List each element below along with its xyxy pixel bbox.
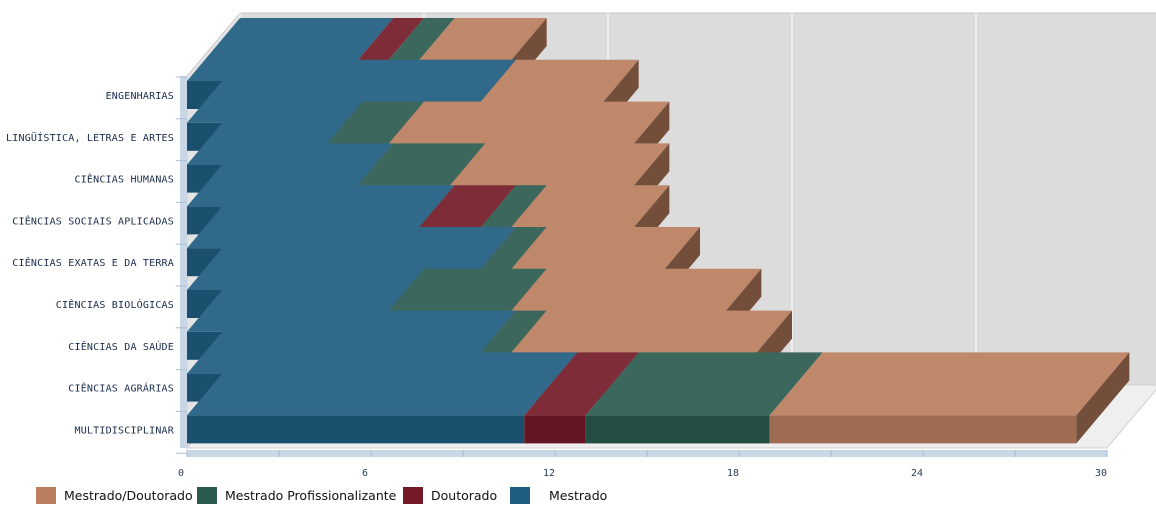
category-label: CIÊNCIAS AGRÁRIAS (68, 382, 174, 395)
legend-swatch[interactable] (197, 487, 217, 504)
legend-swatch[interactable] (36, 487, 56, 504)
x-tick-label: 6 (362, 468, 368, 479)
x-tick-label: 18 (727, 468, 739, 479)
legend-swatch[interactable] (403, 487, 423, 504)
legend-swatch[interactable] (510, 487, 530, 504)
category-label: CIÊNCIAS SOCIAIS APLICADAS (12, 214, 174, 227)
category-label: CIÊNCIAS DA SAÚDE (68, 340, 174, 353)
bar-top-doutorado (524, 352, 639, 416)
bar-doutorado[interactable] (524, 415, 586, 444)
x-tick-label: 30 (1095, 468, 1107, 479)
bar-top-mestrado-doutorado (769, 352, 1130, 416)
bar-mestrado-doutorado[interactable] (769, 415, 1077, 444)
bar-mestrado-profissionalizante[interactable] (585, 415, 770, 444)
category-label: MULTIDISCIPLINAR (74, 425, 174, 436)
x-tick-label: 0 (178, 468, 184, 479)
bar-side-mestrado-doutorado (1076, 352, 1130, 444)
x-tick-label: 24 (911, 468, 923, 479)
legend-label[interactable]: Mestrado Profissionalizante (225, 488, 397, 503)
legend-label[interactable]: Doutorado (431, 488, 497, 503)
category-label: LINGÜÍSTICA, LETRAS E ARTES (6, 131, 174, 144)
category-label: CIÊNCIAS HUMANAS (74, 173, 174, 186)
category-label: CIÊNCIAS EXATAS E DA TERRA (12, 256, 174, 269)
legend-label[interactable]: Mestrado/Doutorado (64, 488, 193, 503)
y-axis-strip (180, 76, 187, 448)
bar-top-mestrado-profissionalizante (585, 352, 823, 416)
bar-mestrado[interactable] (187, 415, 525, 444)
legend-label[interactable]: Mestrado (549, 488, 607, 503)
x-tick-label: 12 (543, 468, 555, 479)
category-label: CIÊNCIAS BIOLÓGICAS (56, 298, 174, 311)
bar-top-mestrado (187, 352, 578, 416)
category-label: ENGENHARIAS (106, 91, 174, 102)
